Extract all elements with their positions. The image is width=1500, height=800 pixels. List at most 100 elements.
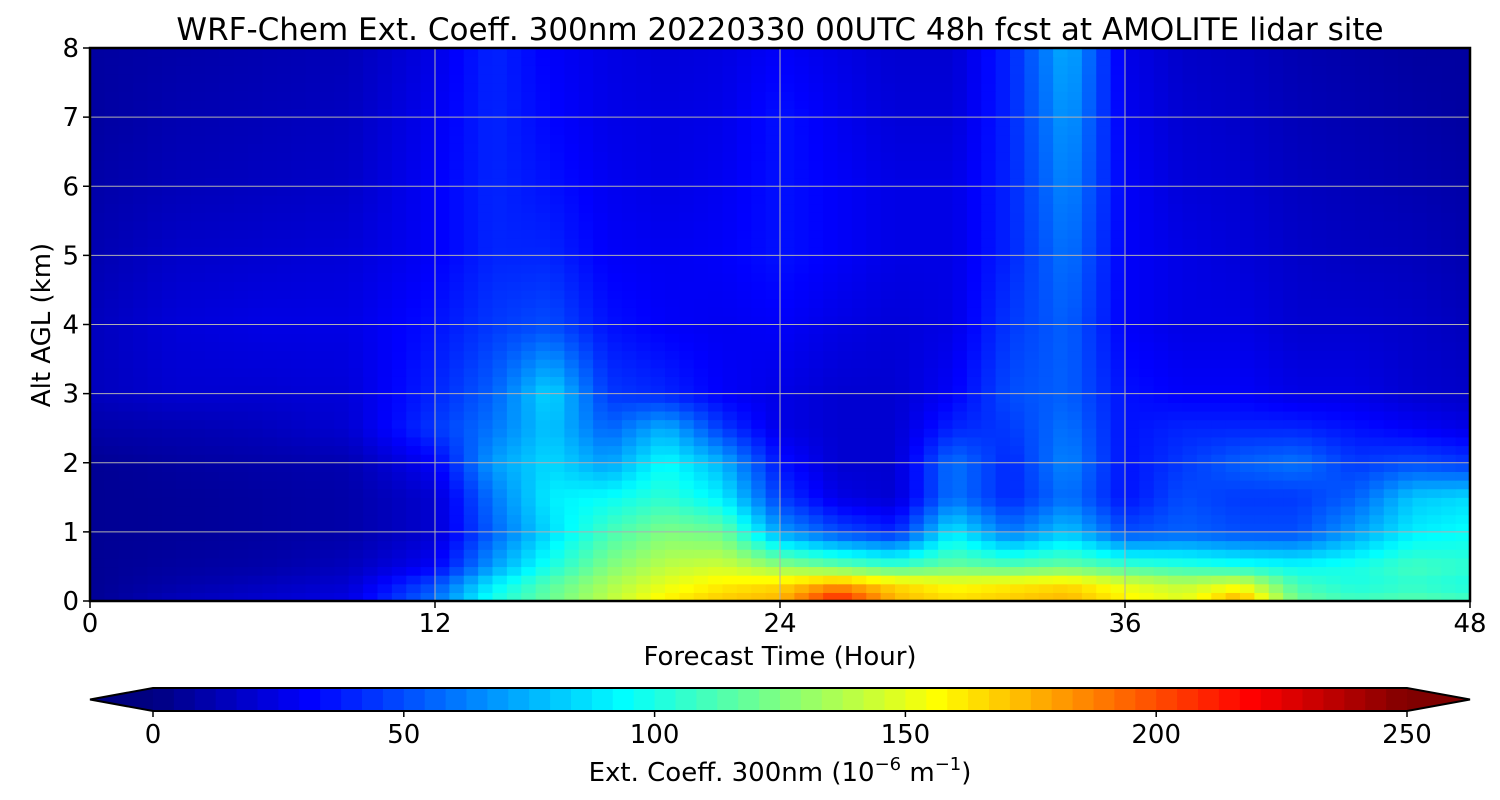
heatmap-cell bbox=[1455, 583, 1470, 593]
heatmap-cell bbox=[679, 393, 695, 403]
heatmap-cell bbox=[765, 186, 781, 196]
heatmap-cell bbox=[550, 540, 565, 550]
heatmap-cell bbox=[1355, 359, 1370, 369]
heatmap-cell bbox=[262, 203, 278, 213]
heatmap-cell bbox=[1311, 168, 1327, 179]
heatmap-cell bbox=[593, 393, 609, 403]
heatmap-cell bbox=[1340, 350, 1356, 360]
heatmap-cell bbox=[506, 203, 522, 213]
heatmap-cell bbox=[1211, 393, 1227, 403]
heatmap-cell bbox=[851, 497, 867, 507]
heatmap-cell bbox=[765, 557, 781, 568]
heatmap-cell bbox=[521, 177, 537, 187]
heatmap-cell bbox=[492, 272, 508, 282]
heatmap-cell bbox=[248, 160, 264, 170]
heatmap-cell bbox=[895, 436, 910, 447]
heatmap-cell bbox=[190, 333, 206, 343]
heatmap-cell bbox=[1139, 497, 1155, 507]
heatmap-cell bbox=[564, 289, 580, 300]
heatmap-cell bbox=[1268, 566, 1284, 576]
heatmap-cell bbox=[449, 384, 465, 395]
heatmap-cell bbox=[1441, 264, 1457, 274]
heatmap-cell bbox=[938, 514, 954, 524]
heatmap-cell bbox=[650, 229, 666, 239]
heatmap-cell bbox=[1010, 281, 1025, 291]
heatmap-cell bbox=[895, 480, 910, 490]
heatmap-cell bbox=[578, 480, 594, 490]
heatmap-cell bbox=[104, 436, 120, 447]
heatmap-cell bbox=[693, 367, 709, 377]
heatmap-cell bbox=[348, 315, 364, 326]
heatmap-cell bbox=[808, 264, 824, 274]
heatmap-cell bbox=[190, 402, 206, 412]
heatmap-cell bbox=[751, 324, 767, 334]
heatmap-cell bbox=[478, 168, 494, 179]
heatmap-cell bbox=[593, 359, 609, 369]
heatmap-cell bbox=[1426, 480, 1442, 490]
heatmap-cell bbox=[205, 480, 220, 490]
heatmap-cell bbox=[1067, 462, 1083, 472]
heatmap-cell bbox=[363, 454, 379, 464]
heatmap-cell bbox=[90, 419, 105, 429]
heatmap-cell bbox=[736, 298, 752, 308]
heatmap-cell bbox=[1067, 194, 1083, 205]
heatmap-cell bbox=[1182, 289, 1198, 300]
heatmap-cell bbox=[133, 264, 149, 274]
heatmap-cell bbox=[492, 350, 508, 360]
heatmap-cell bbox=[679, 592, 695, 601]
heatmap-cell bbox=[1455, 220, 1470, 231]
heatmap-cell bbox=[276, 488, 292, 498]
heatmap-cell bbox=[262, 428, 278, 438]
heatmap-cell bbox=[190, 514, 206, 524]
heatmap-cell bbox=[1139, 575, 1155, 585]
heatmap-cell bbox=[320, 151, 335, 161]
heatmap-cell bbox=[1455, 523, 1470, 533]
heatmap-cell bbox=[1455, 238, 1470, 248]
heatmap-cell bbox=[1441, 194, 1457, 205]
heatmap-cell bbox=[1311, 229, 1327, 239]
heatmap-cell bbox=[1038, 272, 1054, 282]
heatmap-cell bbox=[1139, 592, 1155, 601]
heatmap-cell bbox=[435, 229, 450, 239]
heatmap-cell bbox=[607, 549, 623, 559]
heatmap-cell bbox=[866, 428, 882, 438]
heatmap-cell bbox=[291, 393, 307, 403]
heatmap-cell bbox=[564, 480, 580, 490]
heatmap-cell bbox=[334, 341, 350, 352]
heatmap-cell bbox=[1196, 255, 1212, 265]
heatmap-cell bbox=[406, 160, 422, 170]
heatmap-cell bbox=[334, 160, 350, 170]
heatmap-cell bbox=[1139, 160, 1155, 170]
heatmap-cell bbox=[808, 255, 824, 265]
heatmap-cell bbox=[794, 505, 810, 516]
heatmap-cell bbox=[1383, 255, 1399, 265]
heatmap-cell bbox=[780, 497, 795, 507]
heatmap-cell bbox=[1240, 350, 1255, 360]
heatmap-cell bbox=[190, 583, 206, 593]
heatmap-cell bbox=[1139, 480, 1155, 490]
heatmap-cell bbox=[636, 324, 652, 334]
heatmap-cell bbox=[1024, 583, 1040, 593]
heatmap-cell bbox=[1412, 462, 1428, 472]
heatmap-cell bbox=[535, 194, 551, 205]
heatmap-cell bbox=[1081, 168, 1097, 179]
heatmap-cell bbox=[1268, 488, 1284, 498]
heatmap-cell bbox=[219, 454, 235, 464]
heatmap-cell bbox=[1067, 177, 1083, 187]
heatmap-cell bbox=[377, 264, 393, 274]
heatmap-cell bbox=[291, 428, 307, 438]
heatmap-cell bbox=[593, 505, 609, 516]
heatmap-cell bbox=[320, 272, 335, 282]
heatmap-cell bbox=[449, 514, 465, 524]
heatmap-cell bbox=[1383, 419, 1399, 429]
heatmap-cell bbox=[420, 428, 436, 438]
heatmap-cell bbox=[837, 428, 853, 438]
heatmap-cell bbox=[1053, 203, 1069, 213]
heatmap-cell bbox=[895, 419, 910, 429]
heatmap-cell bbox=[1096, 160, 1112, 170]
heatmap-cell bbox=[219, 255, 235, 265]
heatmap-cell bbox=[118, 488, 134, 498]
heatmap-cell bbox=[219, 307, 235, 317]
heatmap-cell bbox=[895, 203, 910, 213]
heatmap-cell bbox=[1283, 324, 1299, 334]
